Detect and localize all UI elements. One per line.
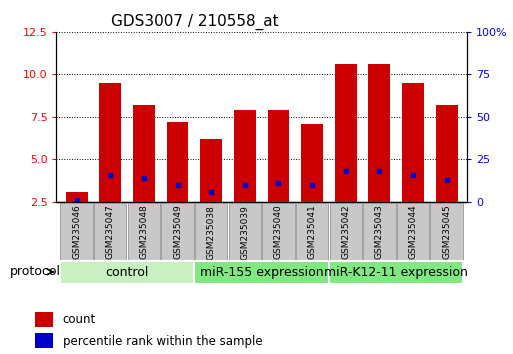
Text: percentile rank within the sample: percentile rank within the sample — [63, 335, 262, 348]
Text: miR-K12-11 expression: miR-K12-11 expression — [324, 266, 468, 279]
FancyBboxPatch shape — [363, 203, 396, 260]
Bar — [100, 83, 121, 202]
FancyBboxPatch shape — [61, 203, 93, 260]
Bar — [402, 83, 424, 202]
Bar — [234, 110, 256, 202]
Text: GSM235049: GSM235049 — [173, 205, 182, 259]
Text: GSM235039: GSM235039 — [240, 205, 249, 259]
FancyBboxPatch shape — [94, 203, 126, 260]
Text: GSM235042: GSM235042 — [341, 205, 350, 259]
Text: GSM235048: GSM235048 — [140, 205, 148, 259]
Text: GDS3007 / 210558_at: GDS3007 / 210558_at — [111, 14, 279, 30]
FancyBboxPatch shape — [195, 203, 227, 260]
Text: GSM235045: GSM235045 — [442, 205, 451, 259]
Bar — [66, 192, 88, 202]
FancyBboxPatch shape — [60, 261, 194, 284]
Text: GSM235041: GSM235041 — [308, 205, 317, 259]
FancyBboxPatch shape — [296, 203, 328, 260]
Text: protocol: protocol — [10, 266, 61, 278]
Bar — [200, 139, 222, 202]
Text: GSM235043: GSM235043 — [375, 205, 384, 259]
FancyBboxPatch shape — [397, 203, 429, 260]
Bar — [301, 124, 323, 202]
FancyBboxPatch shape — [162, 203, 194, 260]
Bar — [35, 333, 53, 348]
FancyBboxPatch shape — [430, 203, 463, 260]
Bar — [35, 312, 53, 327]
Bar — [368, 64, 390, 202]
FancyBboxPatch shape — [329, 203, 362, 260]
Text: GSM235044: GSM235044 — [408, 205, 418, 259]
Text: miR-155 expression: miR-155 expression — [200, 266, 323, 279]
Text: GSM235040: GSM235040 — [274, 205, 283, 259]
Bar — [335, 64, 357, 202]
Bar — [133, 105, 155, 202]
Bar — [267, 110, 289, 202]
FancyBboxPatch shape — [128, 203, 160, 260]
FancyBboxPatch shape — [194, 261, 329, 284]
Text: GSM235046: GSM235046 — [72, 205, 81, 259]
Text: control: control — [105, 266, 149, 279]
Bar — [167, 122, 188, 202]
FancyBboxPatch shape — [329, 261, 463, 284]
FancyBboxPatch shape — [229, 203, 261, 260]
Text: count: count — [63, 313, 96, 326]
Bar — [436, 105, 458, 202]
FancyBboxPatch shape — [262, 203, 294, 260]
Text: GSM235047: GSM235047 — [106, 205, 115, 259]
Text: GSM235038: GSM235038 — [207, 205, 215, 259]
